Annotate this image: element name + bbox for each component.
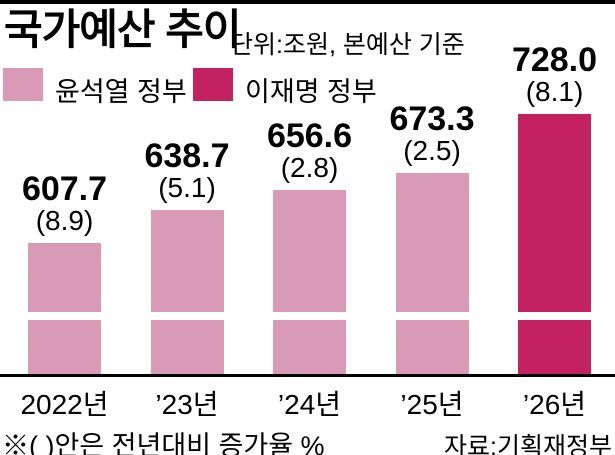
bar-growth-label: (8.1) — [525, 76, 584, 108]
axis-break-gap — [518, 312, 591, 320]
bar-value-label: 656.6 — [266, 117, 353, 156]
unit-note: 단위:조원, 본예산 기준 — [230, 31, 465, 59]
x-axis-label-2: ’23년 — [155, 389, 219, 420]
chart-title: 국가예산 추이 — [4, 6, 242, 53]
x-axis-label-1: 2022년 — [20, 389, 109, 420]
axis-break-gap — [395, 312, 469, 320]
bar-growth-label: (2.5) — [403, 135, 461, 167]
x-axis-label-4: ’25년 — [400, 389, 464, 420]
axis-break-gap — [273, 312, 346, 320]
bar-labels-1: 607.7 (8.9) — [22, 172, 107, 237]
bar-value-label: 728.0 — [511, 41, 598, 80]
x-axis-line — [0, 374, 615, 377]
source-credit: 자료:기획재정부 — [444, 433, 612, 455]
bar-2 — [150, 210, 224, 374]
bar-3 — [273, 190, 346, 374]
axis-break-gap — [28, 312, 101, 320]
bar-value-label: 638.7 — [144, 137, 230, 176]
bar-labels-3: 656.6 (2.8) — [267, 119, 352, 184]
legend-label-lee: 이재명 정부 — [245, 77, 377, 107]
bar-5 — [518, 114, 591, 374]
x-axis-label-3: ’24년 — [277, 389, 342, 420]
bar-growth-label: (2.8) — [280, 152, 339, 184]
footnote: ※( )안은 전년대비 증가율 % — [2, 431, 325, 455]
legend-label-yoon: 윤석열 정부 — [55, 77, 187, 107]
bar-growth-label: (8.9) — [35, 205, 94, 237]
bar-growth-label: (5.1) — [158, 172, 216, 204]
bar-labels-5: 728.0 (8.1) — [512, 43, 597, 108]
legend-swatch-lee — [193, 68, 233, 101]
bar-4 — [395, 173, 469, 374]
bar-labels-2: 638.7 (5.1) — [144, 139, 229, 204]
top-rule — [0, 0, 615, 4]
bar-1 — [28, 243, 101, 374]
axis-break-gap — [150, 312, 224, 320]
x-axis-label-5: ’26년 — [522, 389, 587, 420]
legend-swatch-yoon — [3, 68, 43, 101]
bar-labels-4: 673.3 (2.5) — [389, 102, 474, 167]
bar-value-label: 607.7 — [21, 170, 108, 209]
bar-value-label: 673.3 — [389, 100, 475, 139]
